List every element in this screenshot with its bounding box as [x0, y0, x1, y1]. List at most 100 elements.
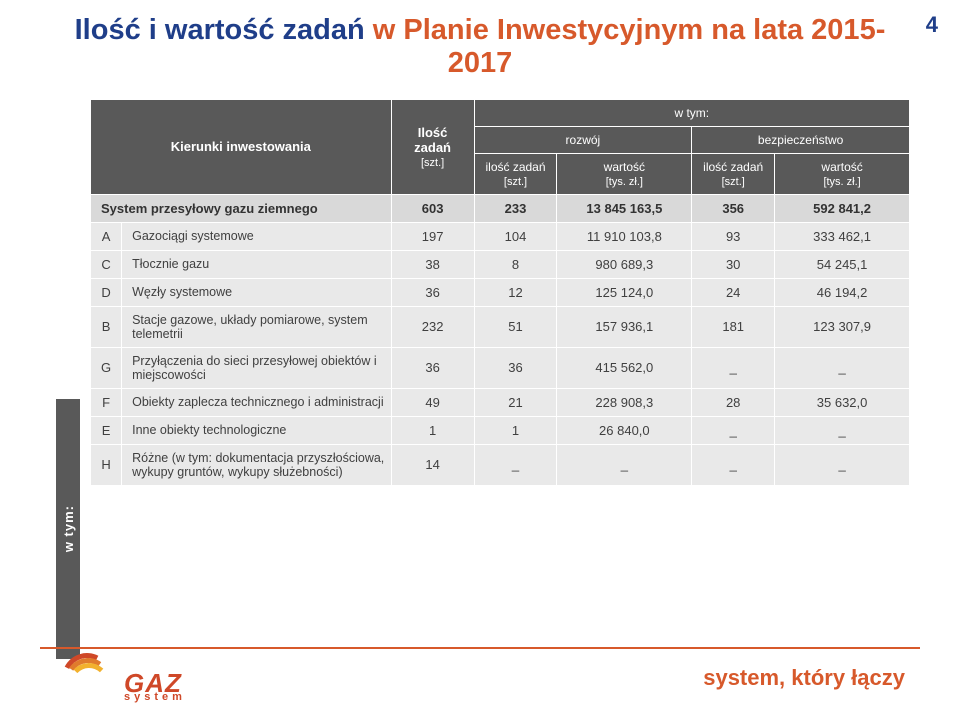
cell-rwart: 228 908,3 — [557, 388, 692, 416]
cell-ilosc: 1 — [391, 416, 474, 444]
logo-text: GAZ system — [124, 672, 186, 703]
cell-bwart: 123 307,9 — [775, 306, 910, 347]
table-row: G Przyłączenia do sieci przesyłowej obie… — [91, 347, 910, 388]
th-bezpieczenstwo: bezpieczeństwo — [692, 126, 910, 153]
logo: GAZ system — [60, 663, 186, 703]
cell-code: H — [91, 444, 122, 485]
cell-system-rilosc: 233 — [474, 194, 557, 222]
cell-rwart: 26 840,0 — [557, 416, 692, 444]
table-row: C Tłocznie gazu 38 8 980 689,3 30 54 245… — [91, 250, 910, 278]
cell-bilosc: 181 — [692, 306, 775, 347]
table-row: H Różne (w tym: dokumentacja przyszłości… — [91, 444, 910, 485]
th-bezp-ilosc: ilość zadań [szt.] — [692, 153, 775, 194]
cell-ilosc: 36 — [391, 347, 474, 388]
investment-table: Kierunki inwestowania Ilość zadań [szt.]… — [90, 99, 910, 486]
cell-system-bwart: 592 841,2 — [775, 194, 910, 222]
cell-ilosc: 14 — [391, 444, 474, 485]
title-part-1: Ilość i wartość zadań — [75, 14, 373, 46]
cell-code: G — [91, 347, 122, 388]
cell-bwart: _ — [775, 444, 910, 485]
cell-label: Obiekty zaplecza technicznego i administ… — [122, 388, 392, 416]
th-kierunki: Kierunki inwestowania — [91, 99, 392, 194]
row-system: System przesyłowy gazu ziemnego 603 233 … — [91, 194, 910, 222]
cell-rilosc: 51 — [474, 306, 557, 347]
th-sub-unit-4: [tys. zł.] — [781, 176, 903, 188]
table-body: System przesyłowy gazu ziemnego 603 233 … — [91, 194, 910, 485]
th-sub-ilosc-2: ilość zadań — [703, 160, 763, 174]
cell-label: Węzły systemowe — [122, 278, 392, 306]
cell-code: B — [91, 306, 122, 347]
cell-code: C — [91, 250, 122, 278]
th-rozwoj-wartosc: wartość [tys. zł.] — [557, 153, 692, 194]
th-sub-wart-1: wartość — [604, 160, 645, 174]
cell-label: Inne obiekty technologiczne — [122, 416, 392, 444]
cell-code: F — [91, 388, 122, 416]
cell-bilosc: _ — [692, 416, 775, 444]
table-container: w tym: Kierunki inwestowania Ilość zadań… — [90, 99, 910, 486]
cell-bilosc: 93 — [692, 222, 775, 250]
cell-label: Tłocznie gazu — [122, 250, 392, 278]
table-row: A Gazociągi systemowe 197 104 11 910 103… — [91, 222, 910, 250]
th-sub-unit-1: [szt.] — [481, 176, 551, 188]
cell-rwart: 157 936,1 — [557, 306, 692, 347]
cell-rwart: 11 910 103,8 — [557, 222, 692, 250]
cell-rilosc: 1 — [474, 416, 557, 444]
cell-system-rwart: 13 845 163,5 — [557, 194, 692, 222]
th-rozwoj: rozwój — [474, 126, 692, 153]
th-bezp-wartosc: wartość [tys. zł.] — [775, 153, 910, 194]
cell-code: A — [91, 222, 122, 250]
th-sub-unit-3: [szt.] — [698, 176, 768, 188]
page-number: 4 — [926, 12, 938, 38]
cell-bilosc: 28 — [692, 388, 775, 416]
cell-bwart: 35 632,0 — [775, 388, 910, 416]
cell-rilosc: _ — [474, 444, 557, 485]
tagline: system, który łączy — [703, 665, 905, 691]
vertical-label-text: w tym: — [61, 505, 76, 552]
page-title: Ilość i wartość zadań w Planie Inwestycy… — [0, 0, 960, 91]
cell-bilosc: 30 — [692, 250, 775, 278]
th-sub-wart-2: wartość — [821, 160, 862, 174]
cell-system-label: System przesyłowy gazu ziemnego — [91, 194, 392, 222]
cell-label: Różne (w tym: dokumentacja przyszłościow… — [122, 444, 392, 485]
cell-bilosc: _ — [692, 347, 775, 388]
cell-rwart: _ — [557, 444, 692, 485]
cell-rilosc: 36 — [474, 347, 557, 388]
cell-ilosc: 232 — [391, 306, 474, 347]
th-sub-ilosc-1: ilość zadań — [485, 160, 545, 174]
cell-label: Gazociągi systemowe — [122, 222, 392, 250]
cell-system-bilosc: 356 — [692, 194, 775, 222]
cell-rwart: 125 124,0 — [557, 278, 692, 306]
cell-system-ilosc: 603 — [391, 194, 474, 222]
cell-bwart: 46 194,2 — [775, 278, 910, 306]
cell-bilosc: 24 — [692, 278, 775, 306]
table-row: D Węzły systemowe 36 12 125 124,0 24 46 … — [91, 278, 910, 306]
cell-bwart: _ — [775, 347, 910, 388]
cell-label: Stacje gazowe, układy pomiarowe, system … — [122, 306, 392, 347]
table-row: E Inne obiekty technologiczne 1 1 26 840… — [91, 416, 910, 444]
cell-bwart: _ — [775, 416, 910, 444]
th-ilosc-label: Ilość zadań — [414, 125, 451, 155]
cell-bwart: 333 462,1 — [775, 222, 910, 250]
title-part-2: w Planie Inwestycyjnym na lata 2015-2017 — [373, 14, 886, 79]
table-row: F Obiekty zaplecza technicznego i admini… — [91, 388, 910, 416]
vertical-label-wtym: w tym: — [56, 399, 80, 659]
cell-rwart: 980 689,3 — [557, 250, 692, 278]
logo-arcs-icon — [60, 663, 116, 703]
logo-sys: system — [124, 693, 186, 703]
cell-ilosc: 49 — [391, 388, 474, 416]
cell-rilosc: 21 — [474, 388, 557, 416]
cell-bilosc: _ — [692, 444, 775, 485]
table-row: B Stacje gazowe, układy pomiarowe, syste… — [91, 306, 910, 347]
cell-code: D — [91, 278, 122, 306]
cell-label: Przyłączenia do sieci przesyłowej obiekt… — [122, 347, 392, 388]
cell-ilosc: 197 — [391, 222, 474, 250]
th-wtym: w tym: — [474, 99, 909, 126]
th-rozwoj-ilosc: ilość zadań [szt.] — [474, 153, 557, 194]
th-ilosc-unit: [szt.] — [398, 157, 468, 169]
footer-rule — [40, 647, 920, 649]
cell-ilosc: 36 — [391, 278, 474, 306]
cell-bwart: 54 245,1 — [775, 250, 910, 278]
th-ilosc-zadan: Ilość zadań [szt.] — [391, 99, 474, 194]
cell-rwart: 415 562,0 — [557, 347, 692, 388]
cell-rilosc: 104 — [474, 222, 557, 250]
